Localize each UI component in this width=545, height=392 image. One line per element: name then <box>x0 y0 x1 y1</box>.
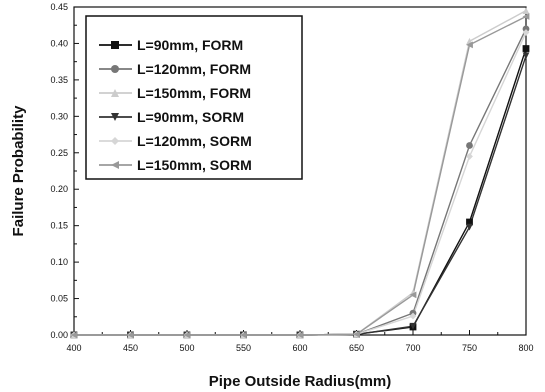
data-point-4 <box>522 52 530 60</box>
y-axis-title: Failure Probability <box>10 105 27 237</box>
legend-marker-6 <box>111 161 119 169</box>
legend-label-5: L=120mm, SORM <box>137 133 252 149</box>
data-point-6 <box>183 331 191 339</box>
data-point-2 <box>466 142 473 149</box>
legend-label-3: L=150mm, FORM <box>137 85 251 101</box>
data-point-4 <box>409 322 417 330</box>
legend-marker-3 <box>111 89 119 97</box>
data-point-6 <box>409 291 417 299</box>
x-tick-label: 600 <box>292 343 307 353</box>
y-tick-label: 0.15 <box>50 221 68 231</box>
legend-label-2: L=120mm, FORM <box>137 61 251 77</box>
data-point-6 <box>353 330 360 338</box>
data-point-4 <box>466 223 473 231</box>
data-point-3 <box>522 7 530 15</box>
data-point-5 <box>522 29 530 36</box>
x-tick-label: 500 <box>179 343 194 353</box>
data-point-6 <box>240 331 247 339</box>
y-tick-label: 0.40 <box>50 38 68 48</box>
legend-box <box>85 15 303 180</box>
x-tick-label: 700 <box>405 343 420 353</box>
legend-label-6: L=150mm, SORM <box>137 157 252 173</box>
data-point-1 <box>466 218 473 226</box>
x-tick-label: 400 <box>66 343 81 353</box>
legend-marker-1 <box>111 41 119 49</box>
x-tick-label: 550 <box>236 343 251 353</box>
data-point-6 <box>466 41 473 49</box>
x-tick-label: 450 <box>123 343 138 353</box>
x-tick-label: 750 <box>462 343 477 353</box>
data-point-6 <box>127 331 134 339</box>
x-tick-label: 800 <box>518 343 533 353</box>
y-tick-label: 0.35 <box>50 75 68 85</box>
legend-marker-5 <box>111 137 119 145</box>
data-point-6 <box>70 331 78 339</box>
legend-marker-2 <box>111 65 119 73</box>
y-tick-label: 0.30 <box>50 111 68 121</box>
legend-label-4: L=90mm, SORM <box>137 109 244 125</box>
y-tick-label: 0.00 <box>50 330 68 340</box>
legend-marker-4 <box>111 113 119 121</box>
x-axis-title: Pipe Outside Radius(mm) <box>209 373 392 390</box>
data-point-5 <box>466 153 473 160</box>
y-tick-label: 0.25 <box>50 148 68 158</box>
data-point-5 <box>409 312 417 320</box>
legend-label-1: L=90mm, FORM <box>137 37 243 53</box>
data-point-6 <box>296 331 304 339</box>
y-tick-label: 0.20 <box>50 184 68 194</box>
data-point-1 <box>522 45 530 52</box>
data-point-6 <box>522 13 530 20</box>
data-point-2 <box>522 25 530 33</box>
y-tick-label: 0.05 <box>50 294 68 304</box>
x-tick-label: 650 <box>349 343 364 353</box>
y-tick-label: 0.45 <box>50 2 68 12</box>
y-tick-label: 0.10 <box>50 257 68 267</box>
